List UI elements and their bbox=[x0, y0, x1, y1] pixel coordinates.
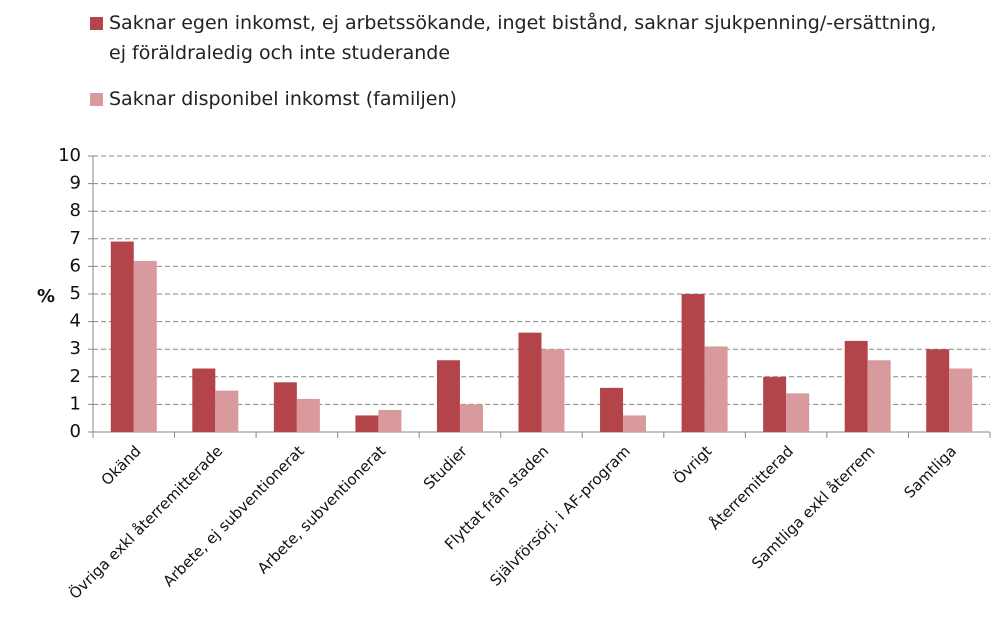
y-axis-label: % bbox=[37, 286, 55, 307]
bar bbox=[926, 349, 950, 432]
bar bbox=[949, 368, 973, 432]
bar bbox=[600, 387, 624, 432]
bar bbox=[296, 398, 320, 432]
bar bbox=[273, 382, 297, 432]
bar bbox=[133, 260, 157, 432]
y-tick-label: 6 bbox=[70, 255, 81, 276]
x-tick-label: Återremitterad bbox=[705, 441, 797, 533]
legend-swatch bbox=[90, 17, 103, 30]
bar bbox=[623, 415, 647, 432]
legend-item: Saknar egen inkomst, ej arbetssökande, i… bbox=[90, 8, 950, 68]
y-tick-label: 10 bbox=[58, 145, 81, 166]
legend-swatch bbox=[90, 93, 103, 106]
bar bbox=[704, 346, 728, 432]
bar bbox=[459, 404, 483, 432]
bar bbox=[763, 376, 787, 432]
x-tick-label: Självförsörj. i AF-program bbox=[486, 442, 634, 590]
x-tick-label: Arbete, ej subventionerat bbox=[159, 442, 307, 590]
y-tick-label: 4 bbox=[70, 311, 81, 332]
bar bbox=[786, 393, 810, 432]
x-tick-label: Övriga exkl återremitterade bbox=[65, 441, 226, 602]
bar bbox=[355, 415, 379, 432]
bar bbox=[378, 409, 402, 432]
bar bbox=[867, 360, 891, 432]
bar bbox=[681, 294, 705, 432]
y-tick-label: 0 bbox=[70, 421, 81, 442]
legend-item: Saknar disponibel inkomst (familjen) bbox=[90, 84, 950, 114]
y-tick-label: 1 bbox=[70, 393, 81, 414]
y-tick-label: 7 bbox=[70, 228, 81, 249]
x-tick-label: Övrigt bbox=[669, 441, 715, 487]
legend-label: Saknar egen inkomst, ej arbetssökande, i… bbox=[109, 12, 937, 64]
legend-label: Saknar disponibel inkomst (familjen) bbox=[109, 88, 457, 110]
bar bbox=[541, 349, 565, 432]
bar bbox=[436, 360, 460, 432]
bar bbox=[844, 340, 868, 432]
y-tick-label: 2 bbox=[70, 366, 81, 387]
x-tick-label: Samtliga bbox=[900, 442, 960, 502]
bar bbox=[215, 390, 239, 432]
x-tick-label: Studier bbox=[420, 442, 471, 493]
y-tick-label: 3 bbox=[70, 338, 81, 359]
bar bbox=[518, 332, 542, 432]
legend: Saknar egen inkomst, ej arbetssökande, i… bbox=[90, 8, 950, 130]
bar bbox=[192, 368, 216, 432]
y-tick-label: 5 bbox=[70, 283, 81, 304]
x-tick-label: Okänd bbox=[98, 442, 145, 489]
y-tick-label: 8 bbox=[70, 200, 81, 221]
bar bbox=[110, 241, 134, 432]
y-tick-label: 9 bbox=[70, 173, 81, 194]
